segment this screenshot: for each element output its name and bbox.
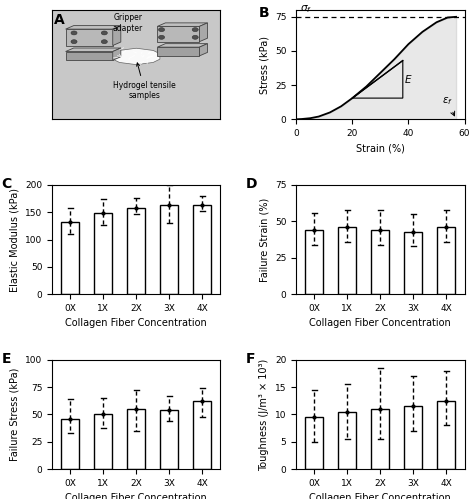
- Text: $\varepsilon_f$: $\varepsilon_f$: [442, 95, 455, 116]
- Text: Gripper
adapter: Gripper adapter: [113, 13, 143, 32]
- X-axis label: Collagen Fiber Concentration: Collagen Fiber Concentration: [310, 318, 451, 328]
- Polygon shape: [157, 43, 208, 47]
- Bar: [193, 401, 211, 469]
- Text: D: D: [246, 177, 257, 191]
- Y-axis label: Elastic Modulus (kPa): Elastic Modulus (kPa): [9, 188, 19, 291]
- Text: B: B: [259, 5, 270, 19]
- Bar: [65, 51, 113, 60]
- Circle shape: [101, 31, 107, 35]
- Bar: [94, 414, 112, 469]
- Circle shape: [158, 27, 164, 31]
- Circle shape: [192, 27, 198, 31]
- Bar: [160, 205, 178, 294]
- Circle shape: [71, 31, 77, 35]
- Polygon shape: [65, 25, 121, 29]
- Bar: [371, 409, 390, 469]
- Polygon shape: [200, 43, 208, 56]
- Polygon shape: [65, 48, 121, 51]
- Circle shape: [101, 40, 107, 43]
- Text: F: F: [246, 352, 255, 366]
- Text: A: A: [54, 13, 64, 27]
- Y-axis label: Stress (kPa): Stress (kPa): [259, 35, 269, 94]
- Bar: [61, 419, 79, 469]
- Circle shape: [71, 40, 77, 43]
- Polygon shape: [113, 48, 121, 60]
- Bar: [157, 26, 200, 42]
- Circle shape: [192, 35, 198, 39]
- Bar: [94, 213, 112, 294]
- X-axis label: Collagen Fiber Concentration: Collagen Fiber Concentration: [310, 494, 451, 499]
- Bar: [61, 222, 79, 294]
- Text: Hydrogel tensile
samples: Hydrogel tensile samples: [113, 63, 176, 100]
- Text: E: E: [1, 352, 11, 366]
- Y-axis label: Failure Strain (%): Failure Strain (%): [259, 198, 269, 281]
- Polygon shape: [113, 48, 160, 65]
- Bar: [65, 29, 113, 45]
- Text: $E$: $E$: [404, 73, 413, 85]
- Bar: [404, 232, 422, 294]
- X-axis label: Collagen Fiber Concentration: Collagen Fiber Concentration: [65, 318, 207, 328]
- Bar: [305, 230, 323, 294]
- Text: $\sigma_f$: $\sigma_f$: [301, 3, 312, 15]
- X-axis label: Collagen Fiber Concentration: Collagen Fiber Concentration: [65, 494, 207, 499]
- Polygon shape: [113, 25, 121, 45]
- Y-axis label: Toughness (J/m³ × 10³): Toughness (J/m³ × 10³): [259, 358, 269, 471]
- Bar: [371, 230, 390, 294]
- Text: C: C: [1, 177, 12, 191]
- Bar: [160, 410, 178, 469]
- Y-axis label: Failure Stress (kPa): Failure Stress (kPa): [9, 368, 19, 461]
- Bar: [404, 406, 422, 469]
- Bar: [338, 412, 356, 469]
- X-axis label: Strain (%): Strain (%): [356, 144, 405, 154]
- Polygon shape: [200, 23, 208, 42]
- Bar: [305, 417, 323, 469]
- Bar: [438, 401, 456, 469]
- Bar: [157, 47, 200, 56]
- Bar: [193, 205, 211, 294]
- Bar: [438, 227, 456, 294]
- Circle shape: [158, 35, 164, 39]
- Bar: [127, 208, 146, 294]
- Bar: [127, 409, 146, 469]
- Polygon shape: [157, 23, 208, 26]
- Bar: [338, 227, 356, 294]
